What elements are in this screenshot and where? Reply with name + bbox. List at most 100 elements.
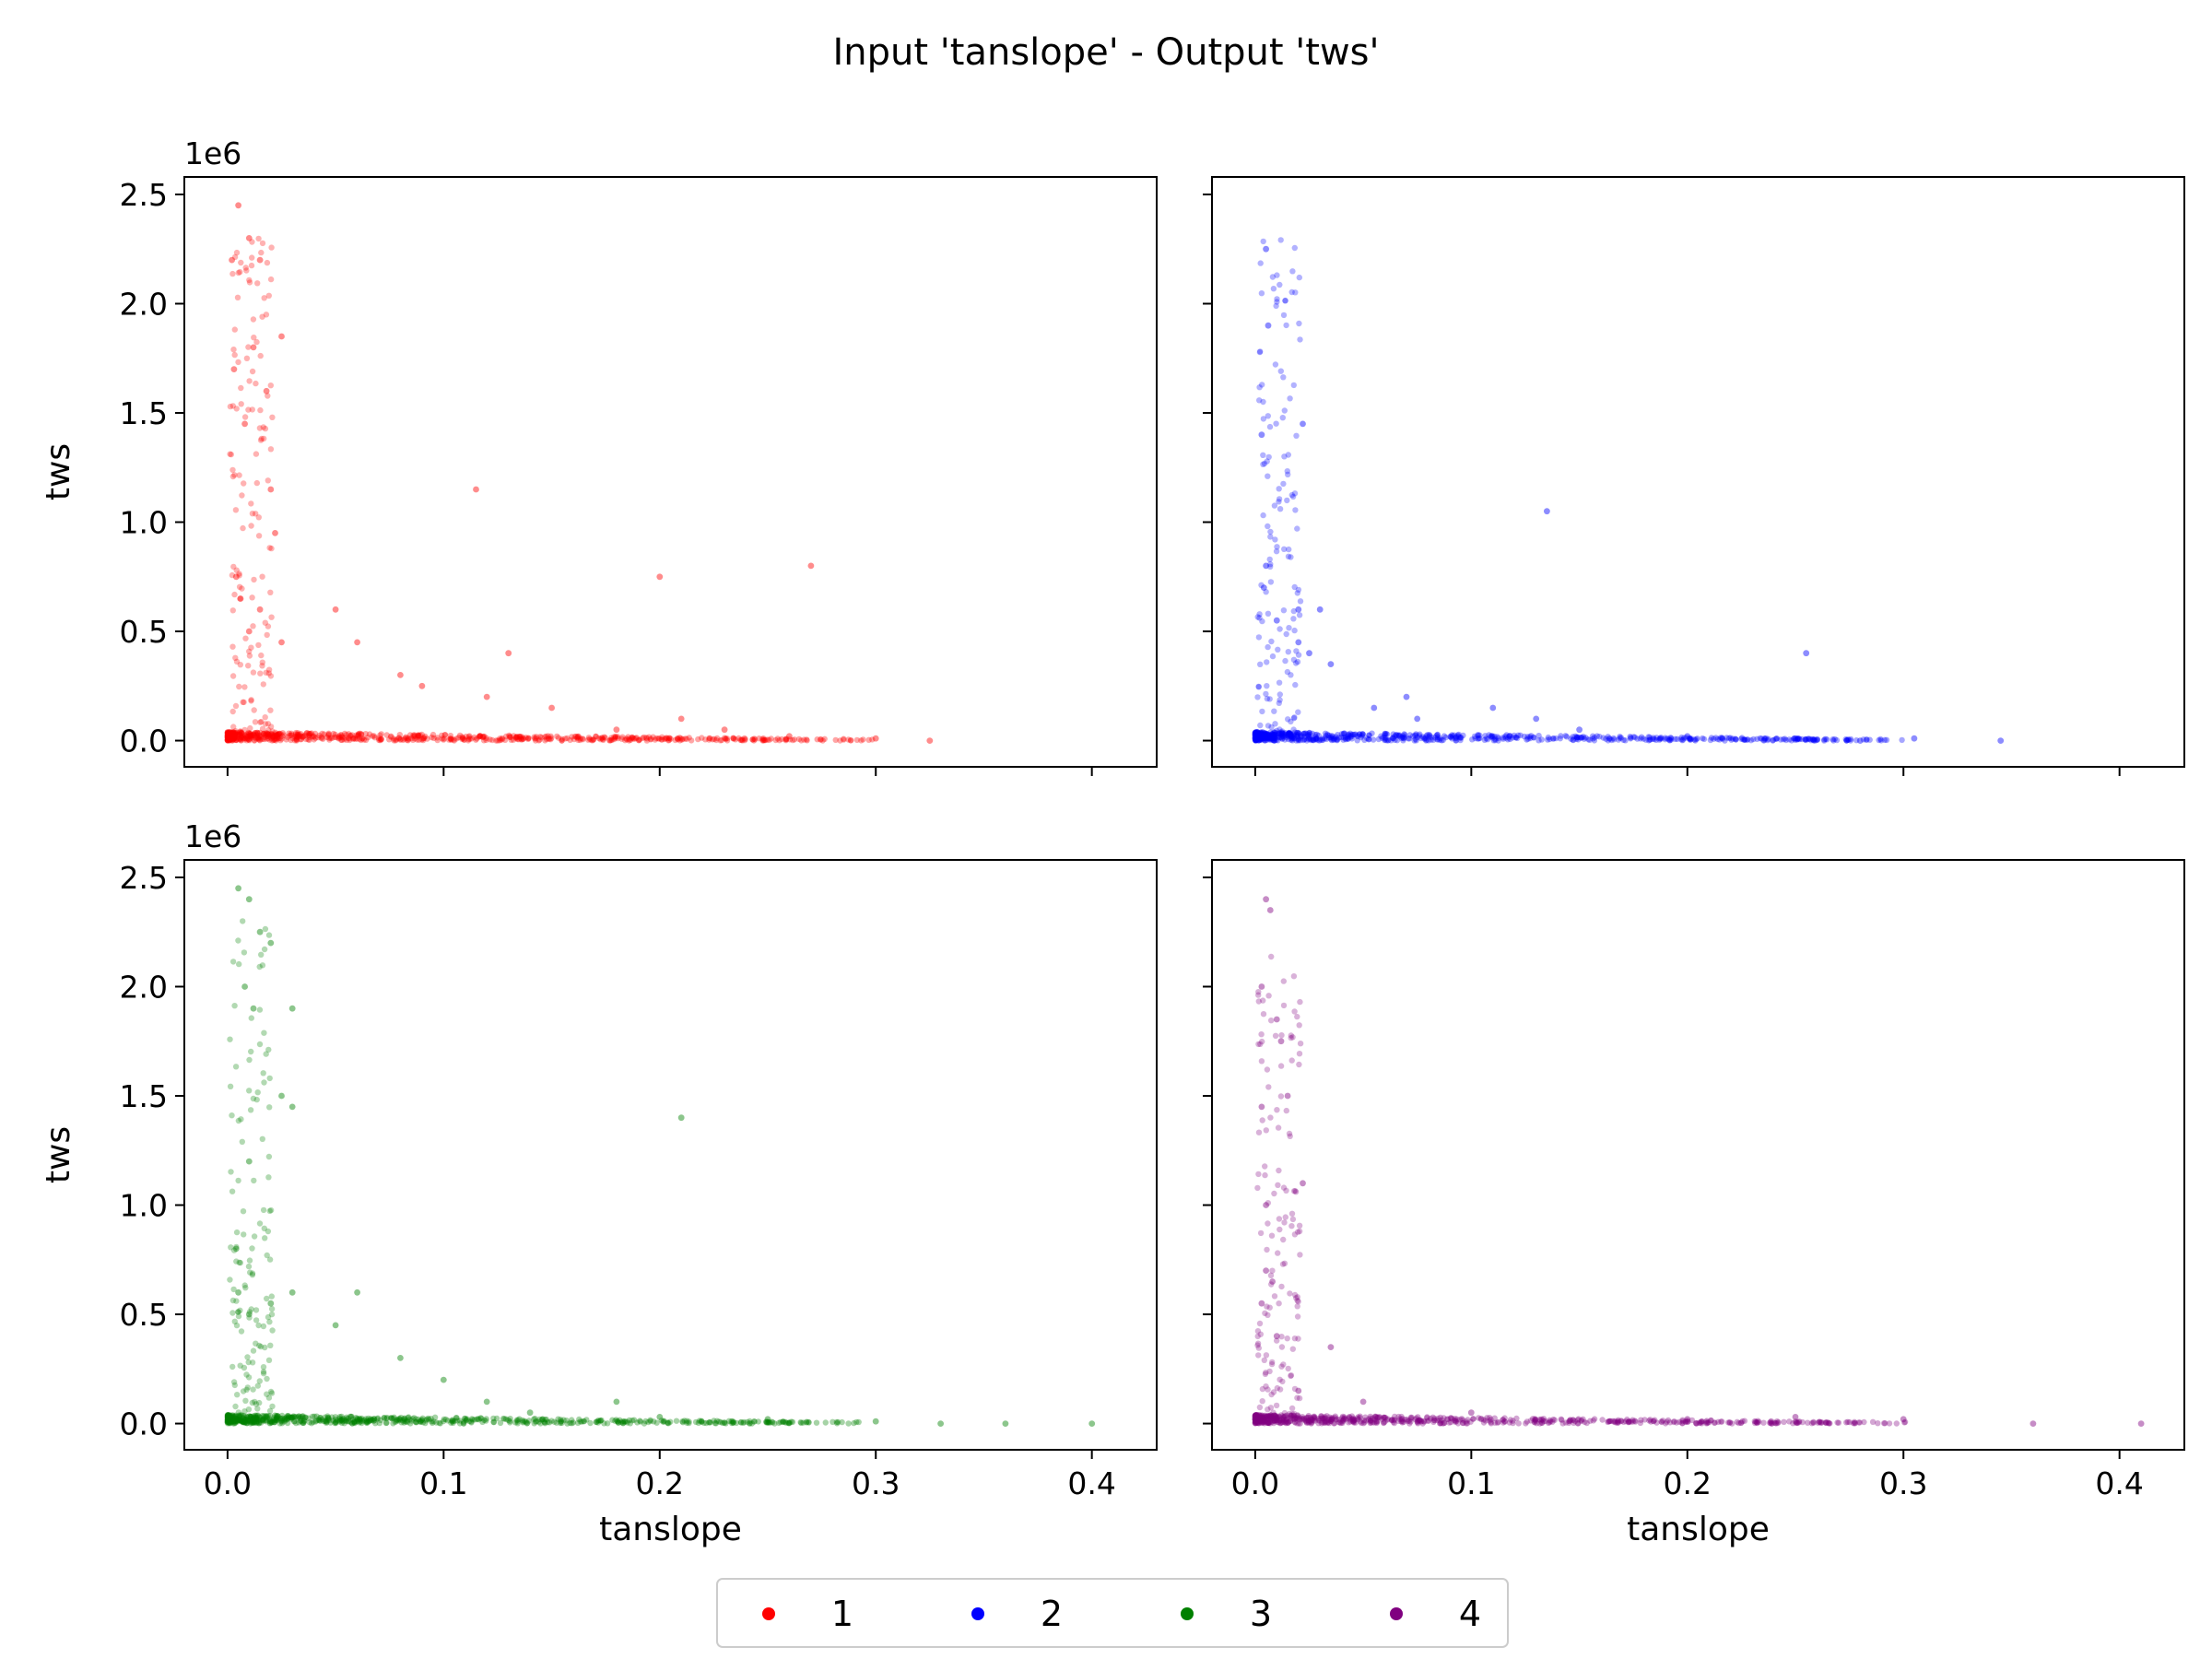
- scatter-point-dense: [782, 1418, 789, 1426]
- scatter-point-dense: [1627, 734, 1633, 740]
- scatter-point-dense: [1583, 1419, 1590, 1427]
- scatter-point-dense: [232, 730, 239, 737]
- scatter-point-dense: [1803, 735, 1809, 743]
- scatter-point-dense: [1582, 1418, 1588, 1426]
- scatter-point-dense: [1382, 730, 1389, 737]
- scatter-point-dense: [229, 1418, 235, 1424]
- scatter-point-dense: [1876, 736, 1882, 744]
- scatter-point-dense: [460, 1420, 467, 1427]
- scatter-point-dense: [723, 1420, 729, 1427]
- scatter-point-spike: [1263, 1370, 1269, 1376]
- scatter-point-dense: [1326, 1414, 1333, 1420]
- y-tick-label: 1.5: [120, 395, 168, 431]
- scatter-point-spike: [1256, 1320, 1264, 1327]
- scatter-point-dense: [341, 736, 347, 743]
- scatter-point-spike: [1278, 1363, 1285, 1370]
- scatter-point-dense: [343, 1418, 349, 1424]
- scatter-point-dense: [1620, 736, 1627, 744]
- scatter-point-dense: [1306, 731, 1312, 737]
- scatter-point-dense: [241, 1412, 247, 1419]
- scatter-point-spike: [229, 708, 236, 715]
- scatter-point-dense: [1252, 732, 1259, 738]
- scatter-point-dense: [266, 1418, 274, 1425]
- scatter-point-dense: [1347, 732, 1354, 738]
- scatter-point-dense: [629, 734, 635, 741]
- scatter-point-spike: [1294, 1294, 1301, 1300]
- scatter-point-dense: [1260, 735, 1267, 742]
- scatter-point-dense: [1500, 735, 1506, 741]
- scatter-point-dense: [1620, 1418, 1627, 1426]
- scatter-point-dense: [1252, 735, 1259, 742]
- scatter-point-dense: [241, 1416, 248, 1423]
- scatter-point-dense: [1390, 735, 1397, 742]
- scatter-point-dense: [1775, 1419, 1782, 1426]
- scatter-point-dense: [1591, 1416, 1598, 1422]
- scatter-point-spike: [237, 662, 243, 668]
- scatter-point-dense: [330, 730, 336, 737]
- scatter-point-dense: [1373, 1418, 1380, 1425]
- scatter-point-dense: [1333, 1417, 1339, 1423]
- scatter-point-dense: [319, 1416, 325, 1423]
- scatter-point-dense: [1851, 1418, 1858, 1426]
- scatter-point-dense: [429, 1419, 436, 1427]
- scatter-point-spike: [1281, 453, 1288, 460]
- scatter-point-dense: [1825, 1419, 1832, 1427]
- scatter-point-dense: [1489, 735, 1496, 741]
- scatter-point-dense: [1274, 1417, 1280, 1424]
- scatter-point: [1295, 639, 1302, 646]
- scatter-point-dense: [1812, 737, 1818, 744]
- scatter-point-dense: [287, 732, 293, 739]
- scatter-point: [332, 606, 339, 613]
- scatter-point-dense: [523, 735, 529, 741]
- scatter-point-dense: [785, 1419, 793, 1427]
- scatter-point-dense: [305, 730, 312, 737]
- scatter-point-dense: [1630, 734, 1637, 740]
- scatter-point-dense: [436, 1419, 442, 1427]
- scatter-point-dense: [1283, 1416, 1290, 1422]
- scatter-point-dense: [246, 735, 253, 742]
- scatter-point-dense: [322, 1418, 328, 1425]
- scatter-point-spike: [1295, 709, 1301, 715]
- scatter-point-dense: [1273, 1417, 1279, 1424]
- scatter-point-spike: [1289, 1216, 1297, 1223]
- scatter-point-dense: [1320, 736, 1326, 743]
- scatter-point-dense: [396, 1416, 403, 1422]
- scatter-point-dense: [1261, 1418, 1267, 1425]
- scatter-point-dense: [288, 1414, 294, 1420]
- scatter-point-dense: [1262, 731, 1268, 738]
- scatter-point-spike: [235, 1309, 241, 1315]
- scatter-point-spike: [249, 1272, 256, 1278]
- scatter-point-spike: [1294, 658, 1301, 665]
- scatter-point-dense: [1830, 737, 1837, 744]
- scatter-point-dense: [1751, 1419, 1759, 1427]
- scatter-point-spike: [1258, 1419, 1265, 1427]
- scatter-point-dense: [1423, 736, 1430, 743]
- scatter-point-dense: [1413, 731, 1419, 737]
- scatter-point-dense: [1270, 733, 1277, 739]
- scatter-point-spike: [1272, 536, 1278, 543]
- scatter-point-dense: [239, 730, 245, 736]
- scatter-point-dense: [300, 734, 306, 740]
- scatter-point-dense: [1253, 737, 1259, 744]
- scatter-point-spike: [1288, 1057, 1295, 1064]
- scatter-point-dense: [1704, 1419, 1712, 1426]
- scatter-point-spike: [1283, 1187, 1289, 1194]
- scatter-point-dense: [1460, 732, 1466, 739]
- scatter-point-dense: [1794, 735, 1801, 742]
- scatter-point-dense: [1852, 1420, 1858, 1427]
- scatter-point-dense: [1253, 1418, 1260, 1425]
- scatter-point-spike: [1283, 322, 1289, 329]
- scatter-point-spike: [1256, 1404, 1264, 1411]
- scatter-point-dense: [665, 1419, 671, 1426]
- scatter-point-dense: [381, 1415, 388, 1421]
- scatter-point-dense: [348, 1413, 355, 1420]
- scatter-point-dense: [520, 1419, 526, 1426]
- scatter-point-dense: [1260, 1416, 1266, 1422]
- scatter-point-dense: [227, 731, 233, 737]
- scatter-point-dense: [1532, 1418, 1538, 1425]
- scatter-point-dense: [230, 730, 237, 736]
- scatter-point-dense: [1328, 1416, 1335, 1423]
- scatter-point-dense: [1349, 1418, 1357, 1425]
- scatter-point-dense: [227, 733, 233, 740]
- scatter-point-spike: [1292, 1187, 1299, 1194]
